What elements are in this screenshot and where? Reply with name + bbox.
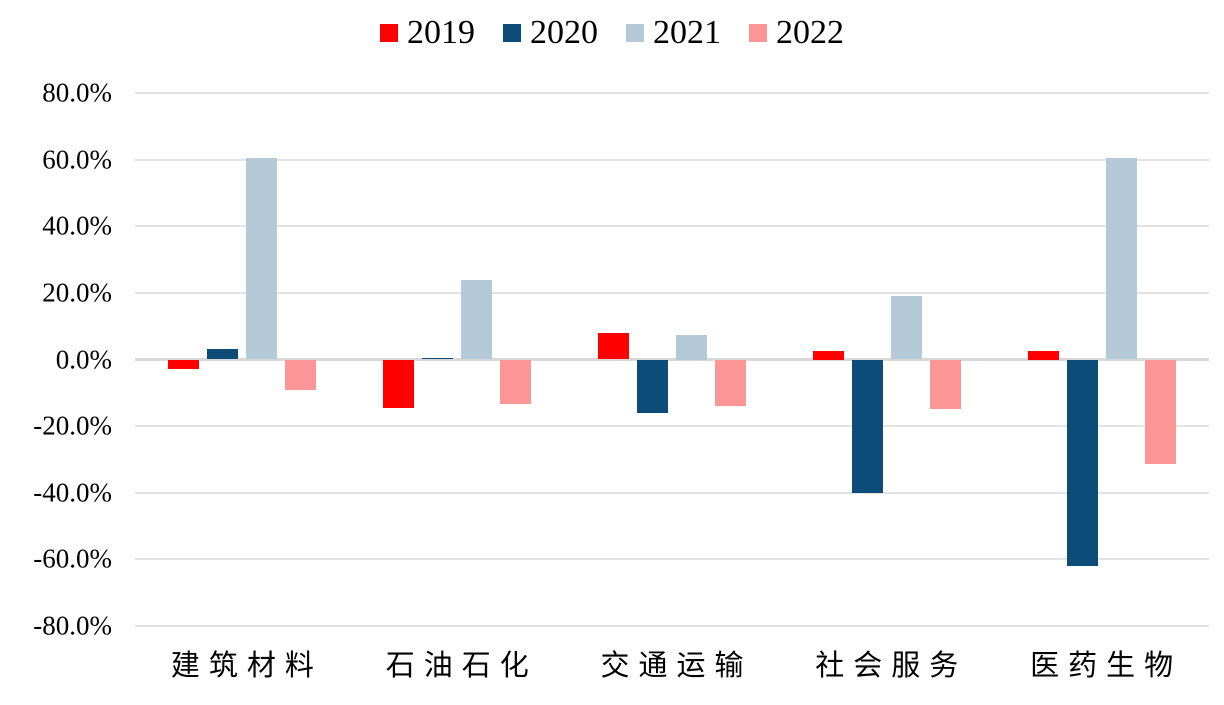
legend-swatch-2021 (626, 24, 644, 42)
bar-2021-建筑材料 (246, 158, 278, 360)
x-tick-label-社会服务: 社会服务 (815, 650, 968, 682)
bar-2020-石油石化 (422, 357, 454, 360)
bar-2022-社会服务 (929, 359, 961, 410)
legend-label: 2019 (407, 14, 475, 51)
y-tick-label: 40.0% (42, 210, 112, 241)
legend-swatch-2019 (380, 24, 398, 42)
x-tick-label-医药生物: 医药生物 (1030, 650, 1183, 682)
bar-2022-医药生物 (1144, 359, 1176, 465)
gridline (135, 92, 1209, 94)
bar-2019-医药生物 (1027, 351, 1059, 360)
gridline (135, 225, 1209, 228)
x-tick-label-建筑材料: 建筑材料 (170, 650, 323, 682)
y-tick-label: -80.0% (33, 610, 112, 641)
bar-2019-建筑材料 (168, 359, 200, 370)
legend-item-2019: 2019 (380, 16, 475, 50)
bar-2021-石油石化 (461, 279, 493, 360)
x-axis: 建筑材料 石油石化 交通运输 社会服务 医药生物 (135, 649, 1209, 684)
gridline (135, 291, 1209, 294)
legend-item-2022: 2022 (749, 16, 844, 50)
y-tick-label: 20.0% (42, 277, 112, 308)
bar-2020-建筑材料 (207, 348, 239, 360)
bar-2022-石油石化 (500, 359, 532, 405)
legend-swatch-2022 (749, 24, 767, 42)
bar-2021-交通运输 (676, 334, 707, 360)
bar-2019-交通运输 (598, 332, 629, 360)
plot-area (135, 92, 1209, 627)
legend-swatch-2020 (503, 24, 521, 42)
bar-2022-建筑材料 (285, 359, 317, 391)
gridline (135, 491, 1209, 494)
y-tick-label: -20.0% (33, 410, 112, 441)
gridline (135, 625, 1209, 627)
y-tick-label: 60.0% (42, 144, 112, 175)
y-tick-label: -40.0% (33, 477, 112, 508)
gridline (135, 425, 1209, 428)
bar-2021-医药生物 (1105, 157, 1137, 360)
bar-2019-社会服务 (812, 351, 844, 360)
zero-gridline (135, 358, 1209, 361)
gridline (135, 558, 1209, 561)
legend-item-2021: 2021 (626, 16, 721, 50)
y-tick-label: 0.0% (55, 344, 112, 374)
bar-2021-社会服务 (890, 296, 922, 360)
bar-2020-医药生物 (1066, 359, 1098, 567)
x-tick-label-交通运输: 交通运输 (600, 650, 753, 682)
legend-label: 2021 (653, 14, 721, 51)
legend-label: 2020 (530, 14, 598, 51)
chart-legend: 2019 2020 2021 2022 (26, 12, 1198, 54)
bar-2022-交通运输 (715, 359, 746, 407)
bar-2020-社会服务 (851, 359, 883, 493)
gridline (135, 158, 1209, 161)
y-tick-label: 80.0% (42, 77, 112, 108)
y-tick-label: -60.0% (33, 543, 112, 574)
legend-item-2020: 2020 (503, 16, 598, 50)
bar-2020-交通运输 (637, 359, 668, 413)
bar-2019-石油石化 (383, 359, 415, 408)
legend-label: 2022 (776, 14, 844, 51)
x-tick-label-石油石化: 石油石化 (385, 650, 538, 682)
y-axis: 80.0% 60.0% 40.0% 20.0% 0.0% -20.0% -40.0% -60.… (0, 79, 112, 639)
